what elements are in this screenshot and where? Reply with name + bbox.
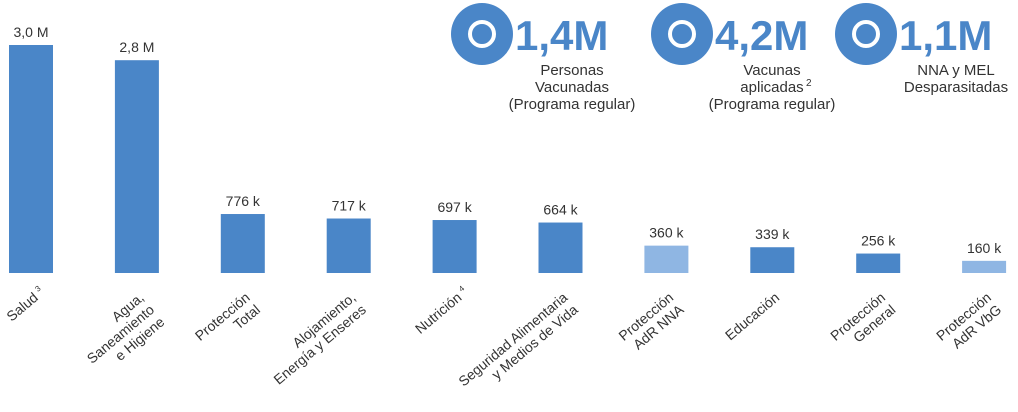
bar [432, 220, 477, 273]
kpi-text: (Programa regular) [709, 96, 836, 113]
kpi-text: Vacunadas [535, 79, 609, 96]
kpi-icon-glyph [852, 20, 880, 48]
kpi-value: 1,1M [899, 12, 992, 59]
kpi-icon [451, 3, 513, 65]
bar [856, 253, 901, 273]
value-label: 3,0 M [13, 24, 48, 40]
value-label: 717 k [332, 198, 367, 214]
bar [962, 260, 1007, 273]
value-label: 776 k [226, 193, 261, 209]
value-label: 339 k [755, 226, 790, 242]
value-label: 697 k [437, 199, 472, 215]
kpi-icon-glyph [468, 20, 496, 48]
kpi-note: 2 [806, 78, 812, 89]
kpi-value: 4,2M [715, 12, 808, 59]
kpi-value: 1,4M [515, 12, 608, 59]
category-note: 4 [457, 284, 467, 294]
bar [644, 245, 689, 273]
value-label: 664 k [543, 202, 578, 218]
value-label: 256 k [861, 233, 896, 249]
kpi-icon-glyph [668, 20, 696, 48]
bar [9, 45, 53, 273]
value-label: 360 k [649, 225, 684, 241]
bar [220, 214, 265, 273]
kpi-text: Vacunas [743, 62, 800, 79]
kpi-icon [651, 3, 713, 65]
category-label: Educación [722, 289, 782, 343]
category-label: Alojamiento,Energía y Enseres [270, 289, 369, 388]
value-label: 160 k [967, 240, 1002, 256]
category-line: Seguridad Alimentaria [455, 289, 570, 389]
bar [326, 218, 371, 273]
kpi-text: Personas [540, 62, 603, 79]
kpi-text: NNA y MEL [917, 62, 995, 79]
kpi-text: Desparasitadas [904, 79, 1008, 96]
bar [538, 222, 583, 273]
bar [750, 247, 795, 273]
kpi-icon [835, 3, 897, 65]
category-line: Salud [3, 289, 41, 324]
kpi-text: (Programa regular) [509, 96, 636, 113]
category-note: 3 [33, 284, 43, 294]
value-label: 2,8 M [119, 39, 154, 55]
category-line: Nutrición [412, 289, 465, 337]
category-line: Educación [722, 289, 782, 343]
bar [114, 60, 159, 274]
kpi-text: aplicadas [740, 79, 803, 96]
